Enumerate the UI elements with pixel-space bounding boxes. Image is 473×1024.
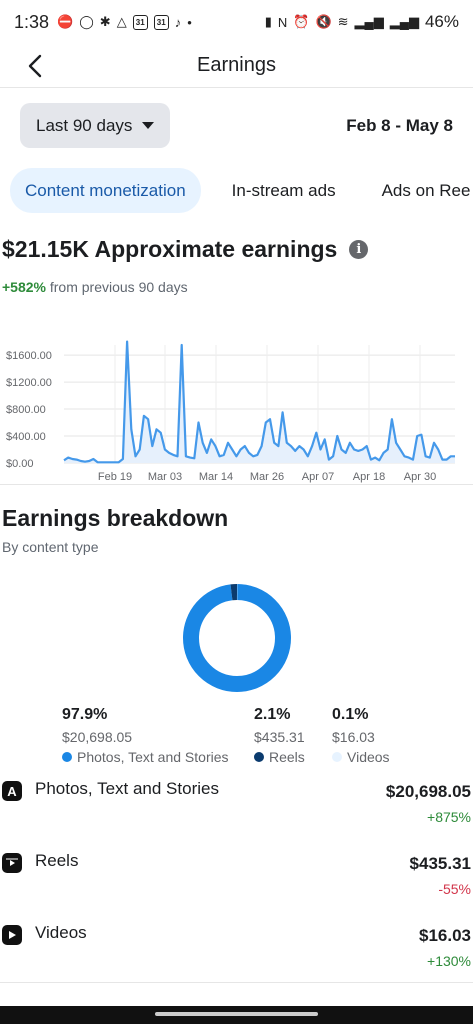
photos-text-stories-icon: A: [2, 781, 22, 801]
calendar-icon-2: 31: [153, 14, 169, 30]
legend-dot-icon: [332, 752, 342, 762]
tab-ads-on-reels[interactable]: Ads on Ree: [381, 180, 471, 200]
y-tick-label: $400.00: [6, 431, 46, 443]
y-tick-label: $1600.00: [6, 350, 52, 362]
breakdown-subtitle: By content type: [2, 539, 99, 555]
tiktok-icon: ♪: [174, 14, 182, 30]
slack-icon: ✱: [99, 14, 111, 29]
x-tick-label: Apr 30: [404, 471, 436, 483]
legend-name: Reels: [254, 749, 305, 765]
row-label: Videos: [35, 923, 87, 942]
app-header: Earnings: [0, 44, 473, 88]
caret-down-icon: [142, 122, 155, 129]
home-gesture-handle[interactable]: [155, 1012, 318, 1016]
legend-dot-icon: [62, 752, 72, 762]
signal-icon: ▂▄▆: [354, 14, 384, 29]
signal-icon-2: ▂▄▆: [389, 14, 419, 29]
donut-slice-0: [183, 584, 291, 692]
page-title: Earnings: [197, 54, 276, 76]
legend-pct: 2.1%: [254, 706, 291, 723]
x-tick-label: Feb 19: [98, 471, 132, 483]
row-change: +130%: [427, 953, 471, 969]
x-tick-label: Mar 26: [250, 471, 284, 483]
back-arrow-icon: [28, 54, 42, 78]
status-bar: 1:38 ⛔ ◯ ✱ △ 31 31 ♪ • ▮ N ⏰ 🔇 ≋ ▂▄▆ ▂▄▆…: [0, 0, 473, 44]
nfc-icon: N: [277, 14, 288, 30]
status-time: 1:38: [14, 11, 50, 32]
breakdown-legend: 97.9% $20,698.05 Photos, Text and Storie…: [0, 706, 473, 768]
donut-slice-2: [183, 584, 291, 692]
list-item-videos[interactable]: Videos $16.03 +130%: [0, 920, 473, 992]
earnings-change: +582% from previous 90 days: [2, 279, 188, 295]
legend-pct: 97.9%: [62, 706, 108, 723]
legend-dot-icon: [254, 752, 264, 762]
section-divider: [0, 982, 473, 983]
row-label: Photos, Text and Stories: [35, 779, 219, 798]
back-button[interactable]: [20, 50, 52, 82]
airbnb-icon: △: [116, 14, 127, 29]
mute-icon: 🔇: [315, 14, 332, 29]
system-nav-bar: [0, 1006, 473, 1024]
section-divider: [0, 484, 473, 485]
date-range-text: Feb 8 - May 8: [346, 115, 453, 135]
earnings-change-pct: +582%: [2, 279, 46, 295]
legend-label: Videos: [347, 749, 390, 765]
series-area: [64, 341, 455, 463]
y-tick-label: $1200.00: [6, 377, 52, 389]
info-icon[interactable]: i: [349, 240, 369, 259]
content-type-donut-chart: [183, 584, 291, 692]
filter-row: Last 90 days Feb 8 - May 8: [20, 103, 453, 148]
legend-value: $435.31: [254, 729, 305, 745]
series-line: [63, 340, 455, 464]
earnings-chart: $1600.00 $1200.00 $800.00 $400.00 $0.00 Feb 1…: [6, 340, 455, 483]
x-tick-label: Apr 07: [302, 471, 334, 483]
legend-name: Photos, Text and Stories: [62, 749, 229, 765]
row-amount: $16.03: [419, 926, 471, 945]
earnings-summary-title: $21.15K Approximate earnings i: [2, 236, 369, 263]
date-range-dropdown[interactable]: Last 90 days: [20, 103, 171, 148]
list-item-photos[interactable]: A Photos, Text and Stories $20,698.05 +8…: [0, 776, 473, 848]
y-tick-label: $800.00: [6, 404, 46, 416]
x-tick-label: Mar 14: [199, 471, 233, 483]
legend-value: $20,698.05: [62, 729, 133, 745]
breakdown-list: A Photos, Text and Stories $20,698.05 +8…: [0, 776, 473, 992]
videos-icon: [2, 925, 22, 945]
wifi-icon: ≋: [337, 14, 349, 29]
earnings-amount-title: $21.15K Approximate earnings: [2, 236, 338, 262]
legend-item-reels: 2.1% $435.31 Reels: [254, 706, 305, 765]
whatsapp-icon: ◯: [79, 14, 94, 29]
legend-label: Photos, Text and Stories: [77, 749, 229, 765]
tab-in-stream-ads[interactable]: In-stream ads: [231, 180, 336, 200]
x-tick-label: Mar 03: [148, 471, 182, 483]
breakdown-title: Earnings breakdown: [2, 505, 229, 531]
legend-name: Videos: [332, 749, 390, 765]
list-item-reels[interactable]: Reels $435.31 -55%: [0, 848, 473, 920]
status-left: 1:38 ⛔ ◯ ✱ △ 31 31 ♪ •: [14, 12, 192, 33]
legend-item-videos: 0.1% $16.03 Videos: [332, 706, 390, 765]
do-not-disturb-icon: ⛔: [57, 14, 74, 29]
legend-label: Reels: [269, 749, 305, 765]
legend-value: $16.03: [332, 729, 375, 745]
earnings-change-suffix: from previous 90 days: [45, 279, 188, 295]
alarm-icon: ⏰: [293, 14, 310, 29]
tab-content-monetization[interactable]: Content monetization: [10, 168, 201, 213]
battery-level: 46%: [424, 12, 459, 31]
legend-item-photos: 97.9% $20,698.05 Photos, Text and Storie…: [62, 706, 229, 765]
calendar-icon: 31: [132, 14, 148, 30]
date-range-dropdown-label: Last 90 days: [36, 115, 133, 135]
row-amount: $20,698.05: [385, 782, 471, 801]
row-amount: $435.31: [409, 854, 471, 873]
row-change: +875%: [427, 809, 471, 825]
row-change: -55%: [438, 881, 471, 897]
battery-saver-icon: ▮: [264, 14, 272, 29]
y-tick-label: $0.00: [6, 458, 34, 470]
reels-icon: [2, 853, 22, 873]
x-tick-label: Apr 18: [353, 471, 385, 483]
tab-bar: Content monetization In-stream ads Ads o…: [10, 168, 473, 213]
more-notifications-icon: •: [187, 14, 192, 30]
legend-pct: 0.1%: [332, 706, 369, 723]
status-right: ▮ N ⏰ 🔇 ≋ ▂▄▆ ▂▄▆ 46%: [265, 12, 459, 32]
row-label: Reels: [35, 851, 79, 870]
